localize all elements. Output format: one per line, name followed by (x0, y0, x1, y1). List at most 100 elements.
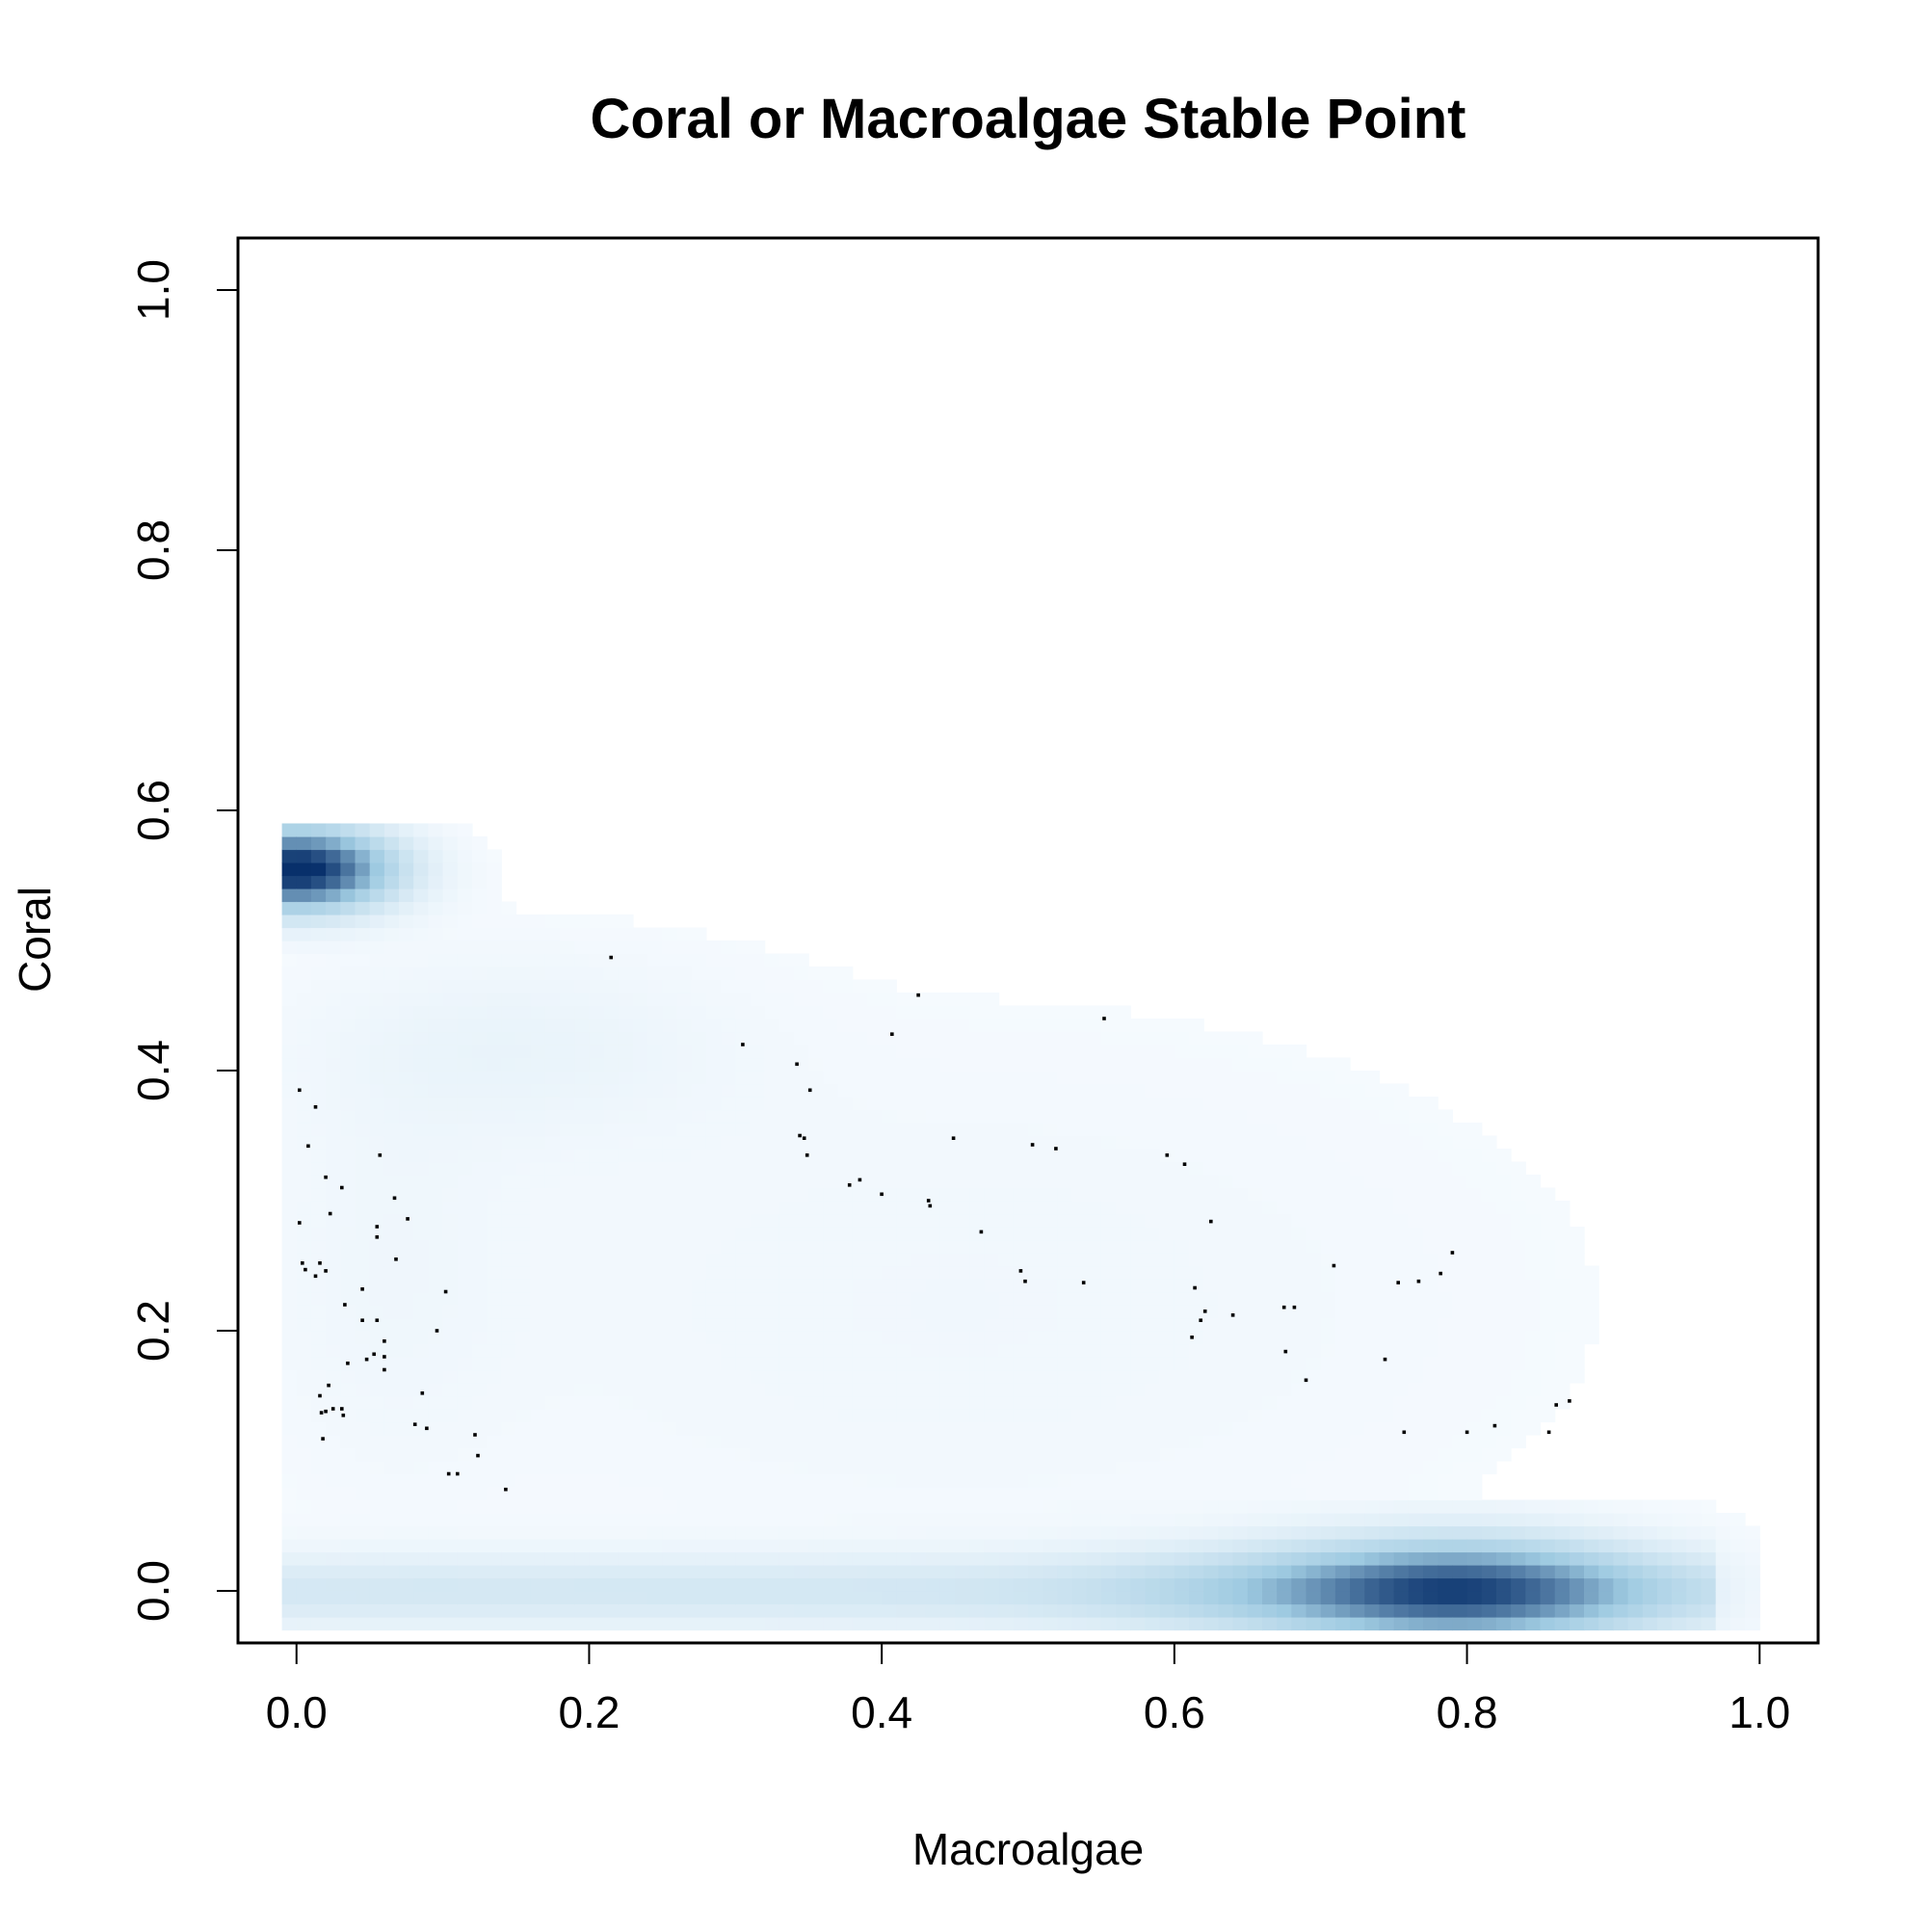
density-cell (823, 1421, 839, 1436)
density-cell (1262, 1253, 1278, 1267)
density-cell (326, 1019, 341, 1033)
density-cell (662, 1291, 678, 1306)
data-point (1450, 1251, 1455, 1255)
density-cell (1159, 1461, 1175, 1475)
density-cell (603, 927, 620, 941)
density-cell (560, 1239, 575, 1254)
density-cell (794, 966, 809, 981)
density-cell (355, 1447, 371, 1462)
density-cell (1495, 1161, 1512, 1176)
density-cell (1203, 1577, 1219, 1592)
density-cell (355, 1461, 371, 1475)
density-cell (1408, 1201, 1424, 1215)
density-cell (1511, 1513, 1526, 1527)
density-cell (823, 1487, 839, 1501)
density-cell (1320, 1369, 1336, 1384)
density-cell (779, 1409, 795, 1423)
density-cell (472, 1123, 488, 1137)
density-cell (515, 1161, 532, 1176)
density-cell (1028, 1539, 1043, 1553)
density-cell (1745, 1525, 1760, 1540)
density-cell (1100, 1253, 1117, 1267)
density-cell (705, 1369, 722, 1384)
density-cell (1291, 1227, 1307, 1241)
density-cell (984, 1253, 1000, 1267)
density-cell (676, 1109, 693, 1124)
density-cell (1466, 1357, 1483, 1371)
density-cell (1306, 1513, 1322, 1527)
density-cell (1013, 1357, 1029, 1371)
density-cell (1145, 1227, 1161, 1241)
density-cell (691, 1123, 707, 1137)
data-point (383, 1339, 386, 1343)
density-cell (1481, 1201, 1497, 1215)
density-cell (355, 1239, 371, 1254)
density-cell (794, 1551, 809, 1566)
density-cell (1071, 1369, 1088, 1384)
density-cell (925, 1239, 941, 1254)
density-cell (647, 1525, 663, 1540)
density-cell (501, 1551, 517, 1566)
density-cell (823, 1461, 839, 1475)
density-cell (1350, 1513, 1365, 1527)
density-cell (647, 1135, 663, 1150)
density-cell (618, 1447, 634, 1462)
density-cell (1159, 1031, 1175, 1045)
density-cell (1320, 1487, 1336, 1501)
density-cell (1145, 1487, 1161, 1501)
density-cell (1334, 1109, 1351, 1124)
density-cell (750, 1357, 766, 1371)
density-cell (808, 1369, 824, 1384)
x-tick-label: 0.6 (1144, 1687, 1205, 1737)
density-cell (705, 1551, 722, 1566)
density-cell (1466, 1421, 1483, 1436)
density-cell (1100, 1083, 1117, 1098)
density-cell (882, 1239, 897, 1254)
density-cell (721, 1603, 736, 1618)
density-cell (1306, 1097, 1322, 1111)
density-cell (281, 1213, 298, 1228)
data-point (1202, 1310, 1207, 1313)
density-cell (589, 1239, 605, 1254)
density-cell (369, 1617, 385, 1631)
density-cell (1511, 1291, 1526, 1306)
density-cell (487, 1513, 502, 1527)
density-cell (1174, 1057, 1190, 1072)
density-cell (1627, 1617, 1644, 1631)
density-cell (369, 1473, 385, 1488)
density-cell (1584, 1565, 1599, 1579)
density-cell (676, 1057, 693, 1072)
density-cell (808, 1617, 824, 1631)
density-cell (1452, 1357, 1468, 1371)
density-cell (1247, 1447, 1263, 1462)
density-cell (369, 836, 385, 851)
density-cell (750, 1213, 766, 1228)
density-cell (1100, 1343, 1117, 1358)
density-cell (487, 1213, 502, 1228)
density-cell (633, 1161, 648, 1176)
density-cell (779, 1005, 795, 1019)
density-cell (1569, 1525, 1585, 1540)
density-cell (735, 1539, 752, 1553)
density-cell (530, 1513, 546, 1527)
density-cell (764, 1551, 780, 1566)
density-cell (633, 1487, 648, 1501)
density-cell (633, 1357, 648, 1371)
density-cell (1100, 1409, 1117, 1423)
density-cell (1043, 1591, 1058, 1605)
density-cell (984, 1305, 1000, 1319)
density-cell (501, 979, 517, 993)
density-cell (1438, 1279, 1453, 1293)
density-cell (618, 1097, 634, 1111)
density-cell (925, 1227, 941, 1241)
data-point (327, 1383, 330, 1388)
density-cell (281, 1617, 298, 1631)
density-cell (618, 1409, 634, 1423)
density-cell (1291, 1057, 1307, 1072)
density-cell (705, 1201, 722, 1215)
density-cell (633, 1279, 648, 1293)
density-cell (1540, 1539, 1556, 1553)
density-cell (603, 966, 620, 981)
density-cell (442, 1279, 459, 1293)
density-cell (955, 1357, 970, 1371)
